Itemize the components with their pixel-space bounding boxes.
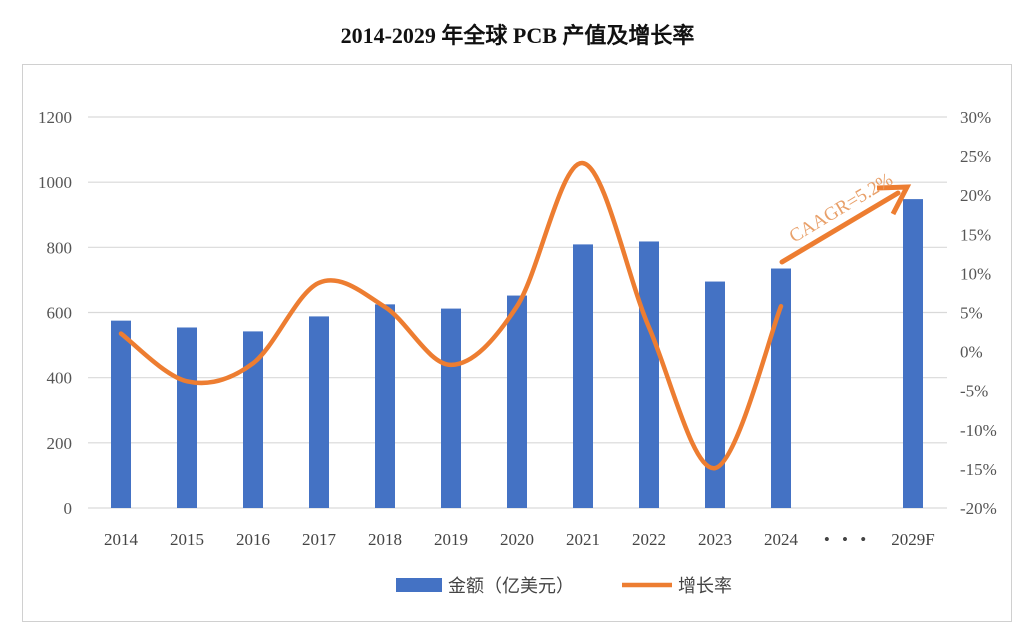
chart-title: 2014-2029 年全球 PCB 产值及增长率: [340, 23, 695, 48]
x-tick-label: 2024: [764, 530, 799, 549]
x-tick-label: 2029F: [891, 530, 934, 549]
x-tick-label: 2017: [302, 530, 337, 549]
right-tick-label: 10%: [960, 264, 991, 283]
x-tick-label: 2015: [170, 530, 204, 549]
x-tick-label: 2016: [236, 530, 270, 549]
bar: [771, 268, 791, 508]
x-tick-label: 2020: [500, 530, 534, 549]
bar: [705, 281, 725, 508]
x-tick-label: • • •: [824, 530, 870, 549]
left-tick-label: 200: [47, 434, 73, 453]
left-tick-label: 800: [47, 238, 73, 257]
bar: [573, 244, 593, 509]
left-tick-label: 400: [47, 369, 73, 388]
right-tick-label: 5%: [960, 304, 983, 323]
right-tick-label: 20%: [960, 186, 991, 205]
legend-label-line: 增长率: [678, 576, 732, 596]
cagr-arrow: [779, 190, 901, 265]
bar: [177, 327, 197, 508]
left-tick-label: 0: [64, 499, 73, 518]
bar: [441, 308, 461, 508]
bar: [309, 316, 329, 508]
x-tick-label: 2014: [104, 530, 139, 549]
bar: [375, 304, 395, 508]
x-tick-label: 2019: [434, 530, 468, 549]
bar: [639, 241, 659, 509]
x-tick-label: 2021: [566, 530, 600, 549]
right-tick-label: 15%: [960, 225, 991, 244]
left-tick-label: 1000: [38, 173, 72, 192]
x-tick-label: 2022: [632, 530, 666, 549]
chart-frame: [22, 64, 1012, 622]
legend-swatch-bar: [396, 578, 442, 592]
bar: [111, 320, 131, 508]
right-tick-label: -15%: [960, 460, 997, 479]
left-tick-label: 1200: [38, 108, 72, 127]
cagr-arrowhead-icon: [876, 184, 912, 216]
right-tick-label: 30%: [960, 108, 991, 127]
left-tick-label: 600: [47, 304, 73, 323]
cagr-annotation: CAAGR=5.2%: [786, 169, 897, 247]
right-tick-label: 0%: [960, 343, 983, 362]
x-tick-label: 2018: [368, 530, 402, 549]
right-tick-label: 25%: [960, 147, 991, 166]
right-tick-label: -20%: [960, 499, 997, 518]
right-tick-label: -10%: [960, 421, 997, 440]
right-tick-label: -5%: [960, 382, 988, 401]
bar: [243, 331, 263, 508]
bar: [507, 295, 527, 508]
x-tick-label: 2023: [698, 530, 732, 549]
bar: [903, 199, 923, 509]
legend-label-bar: 金额（亿美元）: [448, 576, 574, 596]
